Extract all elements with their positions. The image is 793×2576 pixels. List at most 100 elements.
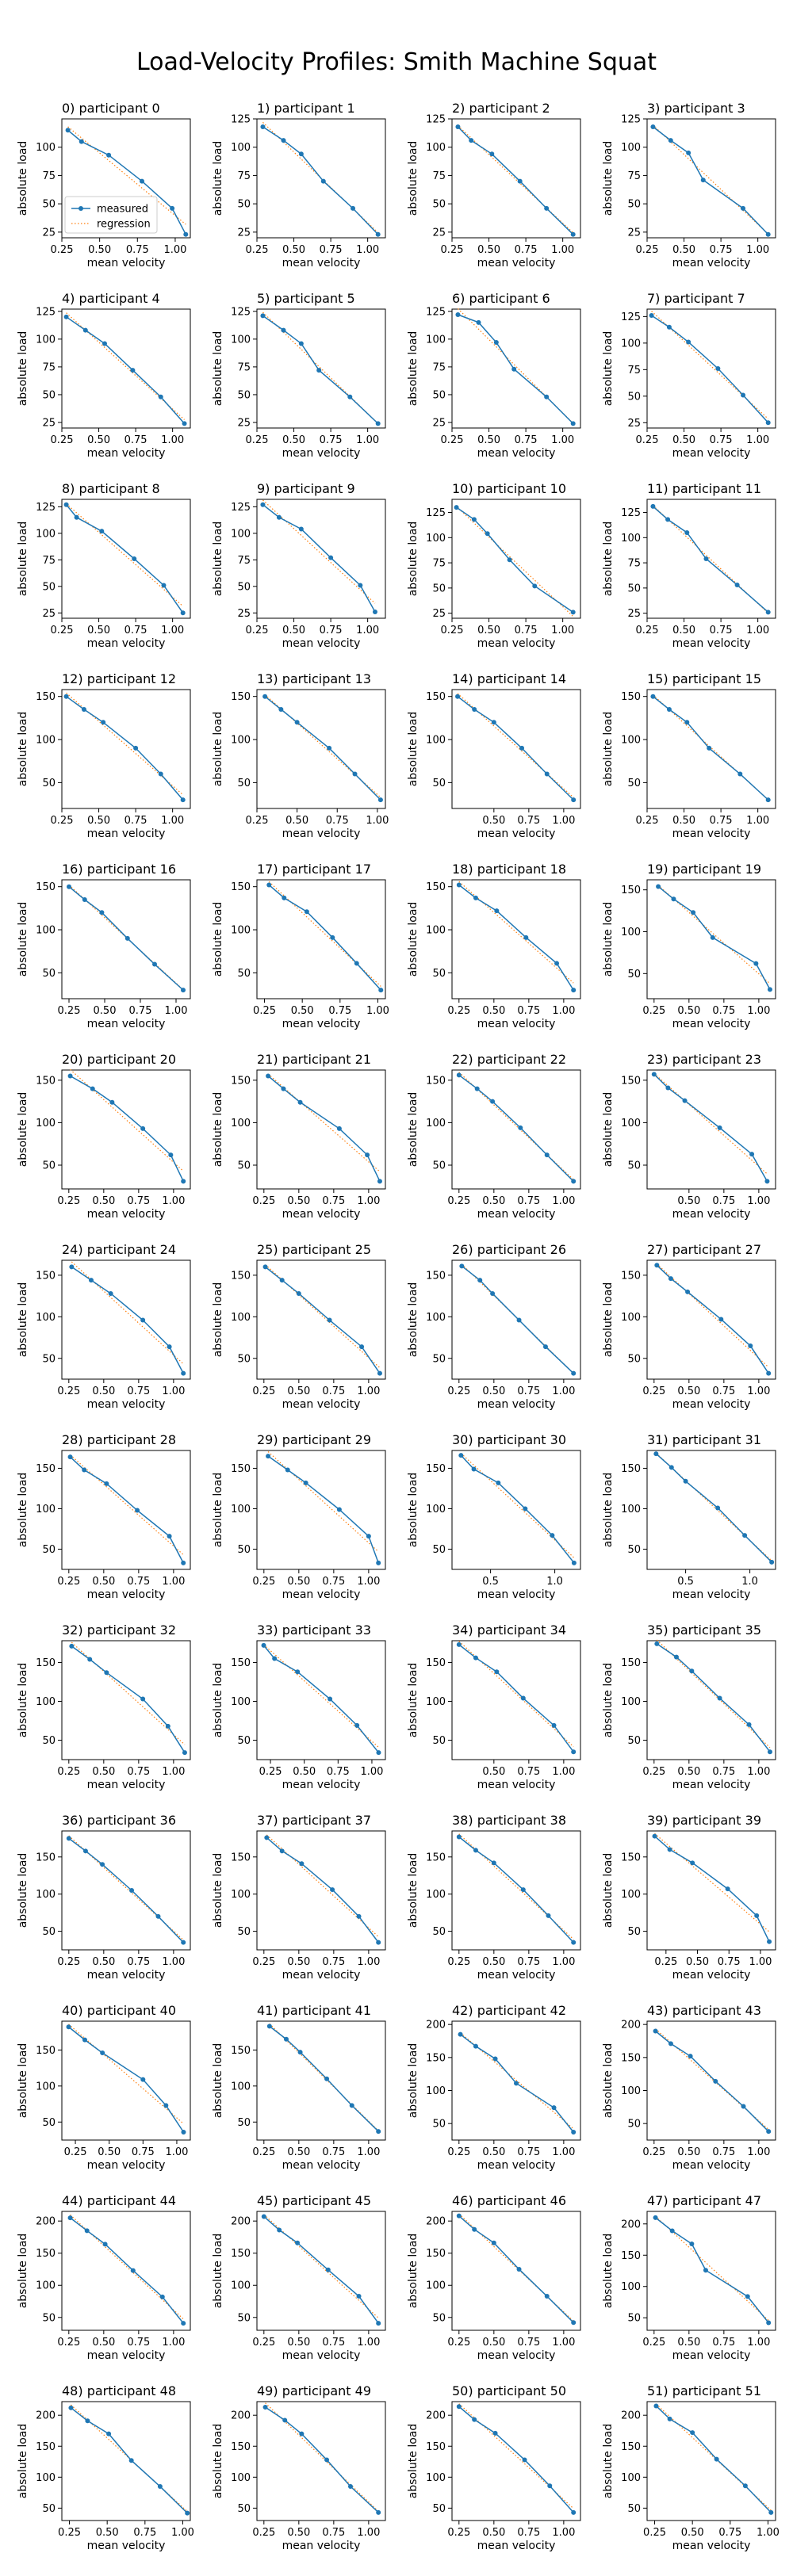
plot-frame — [61, 1450, 191, 1570]
measured-point — [377, 1179, 382, 1184]
panel-12: 12) participant 12 0.25 0.50 0.75 1.00 50 100 1… — [17, 671, 191, 840]
measured-point — [349, 2103, 354, 2108]
y-tick-label: 50 — [42, 1735, 56, 1747]
y-axis-label: absolute load — [17, 2043, 29, 2119]
panel-title: 41) participant 41 — [257, 2003, 371, 2018]
plot-frame — [646, 1259, 776, 1380]
y-axis-label: absolute load — [212, 2234, 224, 2309]
measured-point — [690, 1860, 695, 1866]
measured-point — [520, 1887, 526, 1893]
x-tick-label: 0.50 — [482, 2337, 505, 2349]
measured-point — [571, 1370, 577, 1376]
x-tick-label: 1.00 — [552, 815, 575, 827]
measured-line — [71, 1266, 184, 1374]
measured-point — [749, 1152, 755, 1157]
x-tick-label: 0.25 — [246, 815, 269, 827]
y-tick-label: 100 — [621, 1504, 641, 1515]
panel-title: 8) participant 8 — [62, 481, 160, 496]
y-tick-label: 25 — [237, 608, 251, 620]
y-tick-label: 25 — [432, 608, 446, 620]
y-tick-label: 100 — [621, 1889, 641, 1901]
y-tick-label: 150 — [231, 2045, 251, 2057]
measured-line — [262, 315, 379, 424]
x-tick-label: 0.75 — [127, 1766, 150, 1778]
measured-point — [297, 2050, 303, 2055]
measured-point — [544, 205, 550, 211]
panel-26: 26) participant 26 0.25 0.50 0.75 1.00 50 100 1… — [407, 1242, 581, 1411]
plot-frame — [61, 1259, 191, 1380]
panel-title: 50) participant 50 — [452, 2383, 566, 2398]
y-tick-label: 200 — [426, 2410, 446, 2422]
measured-point — [769, 1559, 775, 1565]
measured-line — [458, 2215, 574, 2323]
y-tick-label: 25 — [432, 417, 446, 429]
y-tick-label: 25 — [237, 227, 251, 239]
legend-measured-marker — [79, 206, 83, 211]
panel-46: 46) participant 46 0.25 0.50 0.75 1.00 50 100 1… — [407, 2193, 581, 2362]
y-tick-label: 50 — [627, 2119, 641, 2131]
x-tick-label: 1.00 — [360, 1766, 383, 1778]
measured-line — [263, 2215, 379, 2324]
measured-point — [652, 1833, 657, 1839]
measured-point — [685, 1289, 691, 1294]
x-tick-label: 0.75 — [712, 2146, 735, 2158]
measured-point — [492, 2056, 498, 2062]
measured-point — [354, 961, 359, 966]
x-tick-label: 0.75 — [322, 1576, 345, 1588]
measured-line — [70, 1075, 184, 1182]
x-tick-label: 0.50 — [287, 2337, 310, 2349]
measured-point — [532, 583, 538, 589]
x-tick-label: 0.50 — [677, 1195, 700, 1207]
x-axis-label: mean velocity — [672, 1208, 751, 1221]
plot-frame — [256, 118, 386, 239]
measured-point — [352, 771, 358, 777]
x-tick-label: 0.50 — [287, 1956, 310, 1968]
x-tick-label: 0.50 — [482, 1385, 505, 1397]
x-tick-label: 0.75 — [712, 1385, 735, 1397]
x-tick-label: 0.50 — [287, 1385, 310, 1397]
plot-frame — [256, 1450, 386, 1570]
measured-point — [490, 1099, 496, 1104]
x-tick-label: 0.25 — [58, 1005, 81, 1017]
x-tick-label: 0.75 — [127, 1956, 150, 1968]
plot-frame — [451, 1830, 581, 1951]
panel-title: 33) participant 33 — [257, 1622, 371, 1638]
x-tick-label: 1.00 — [749, 1956, 772, 1968]
x-tick-label: 0.50 — [92, 1766, 115, 1778]
measured-point — [262, 694, 268, 699]
legend-measured-label: measured — [97, 204, 148, 216]
y-tick-label: 50 — [432, 968, 446, 980]
panel-title: 7) participant 7 — [647, 291, 745, 306]
x-tick-label: 0.75 — [127, 2337, 150, 2349]
y-tick-label: 75 — [627, 558, 641, 570]
measured-point — [473, 1848, 478, 1853]
y-axis-label: absolute load — [17, 1282, 29, 1358]
y-tick-label: 75 — [432, 361, 446, 373]
y-tick-label: 50 — [237, 778, 251, 789]
regression-line — [657, 885, 771, 984]
y-tick-label: 100 — [231, 925, 251, 937]
y-tick-label: 50 — [237, 581, 251, 593]
plot-frame — [646, 2020, 776, 2141]
measured-point — [686, 150, 691, 155]
panel-36: 36) participant 36 0.25 0.50 0.75 1.00 50 100 1… — [17, 1813, 191, 1982]
y-tick-label: 100 — [231, 2081, 251, 2093]
x-tick-label: 0.75 — [515, 244, 538, 256]
x-tick-label: 0.75 — [125, 815, 147, 827]
y-tick-label: 50 — [237, 1160, 251, 1172]
panel-37: 37) participant 37 0.25 0.50 0.75 1.00 50 100 1… — [212, 1813, 386, 1982]
panel-title: 37) participant 37 — [257, 1813, 371, 1828]
measured-point — [665, 517, 671, 522]
y-tick-label: 100 — [621, 338, 641, 350]
plot-frame — [451, 308, 581, 429]
measured-point — [330, 934, 335, 940]
measured-line — [66, 504, 184, 613]
panel-title: 2) participant 2 — [452, 101, 550, 116]
y-tick-label: 150 — [426, 2441, 446, 2453]
measured-point — [330, 1887, 335, 1893]
panel-21: 21) participant 21 0.25 0.50 0.75 1.00 50 100 1… — [212, 1052, 386, 1221]
y-tick-label: 125 — [621, 114, 641, 126]
y-tick-label: 100 — [426, 533, 446, 545]
measured-point — [456, 2213, 462, 2219]
plot-frame — [646, 308, 776, 429]
